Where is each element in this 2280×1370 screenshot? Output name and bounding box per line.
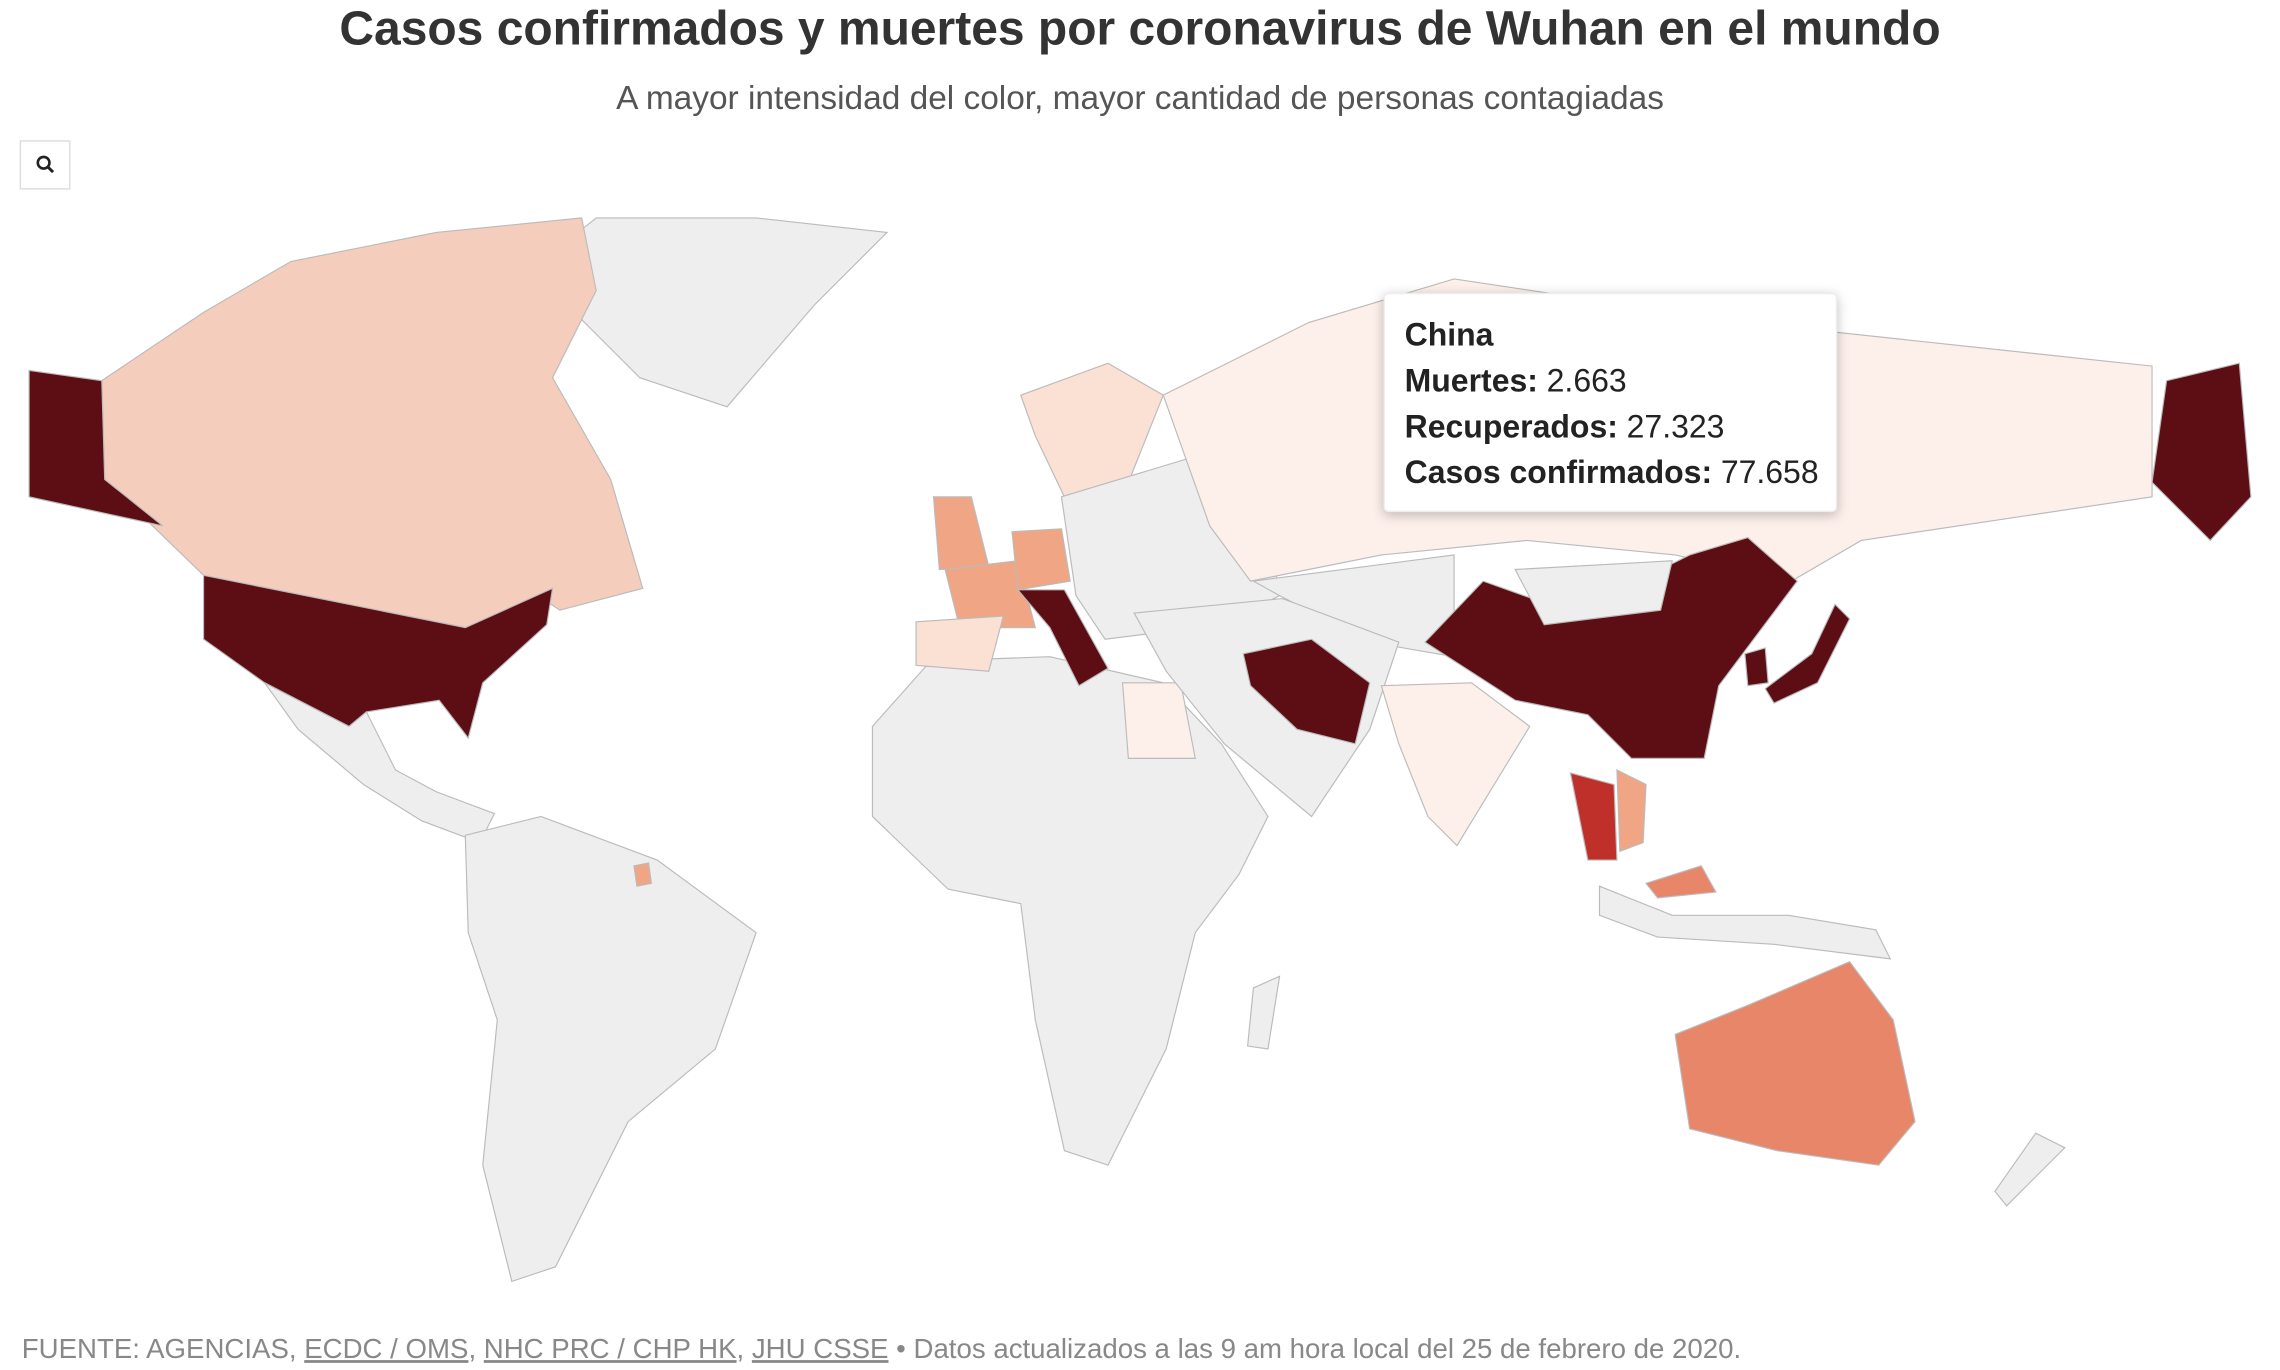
vietnam (1616, 769, 1647, 853)
uk (932, 496, 990, 571)
south-america (464, 815, 757, 1283)
footer-text: • Datos actualizados a las 9 am hora loc… (888, 1333, 1741, 1364)
tooltip-row: Casos confirmados: 77.658 (1405, 455, 1819, 491)
middle-east (1133, 597, 1400, 818)
canada (101, 217, 644, 629)
madagascar (1246, 975, 1281, 1050)
central-asia (1251, 554, 1455, 658)
alaska-east (2151, 362, 2252, 542)
zoom-button[interactable] (19, 140, 71, 190)
new-zealand (1994, 1132, 2066, 1207)
french-guiana (633, 862, 653, 887)
india (1380, 682, 1531, 847)
tooltip-label: Muertes: (1405, 363, 1538, 399)
korea (1744, 647, 1769, 687)
tooltip-value: 2.663 (1547, 363, 1627, 399)
source-link[interactable]: NHC PRC / CHP HK (484, 1333, 737, 1364)
malaysia (1645, 865, 1717, 899)
italy (1016, 589, 1109, 687)
footer-text: , (468, 1333, 483, 1364)
usa (202, 574, 554, 740)
tooltip-row: Muertes: 2.663 (1405, 363, 1627, 399)
egypt (1121, 682, 1196, 759)
thailand (1569, 772, 1618, 861)
mexico (264, 682, 496, 844)
tooltip-label: Casos confirmados: (1405, 455, 1712, 491)
alaska (28, 369, 164, 527)
source-link[interactable]: ECDC / OMS (304, 1333, 468, 1364)
source-link[interactable]: JHU CSSE (752, 1333, 889, 1364)
footer: FUENTE: AGENCIAS, ECDC / OMS, NHC PRC / … (22, 1333, 1741, 1364)
indonesia (1598, 885, 1892, 960)
africa (871, 656, 1269, 1166)
footer-text: FUENTE: AGENCIAS, (22, 1333, 304, 1364)
germany (1011, 528, 1071, 591)
footer-text: , (737, 1333, 752, 1364)
spain (915, 615, 1005, 672)
tooltip: China Muertes: 2.663 Recuperados: 27.323 Cas… (1383, 292, 1838, 513)
japan (1764, 603, 1851, 704)
tooltip-label: Recuperados: (1405, 409, 1618, 445)
tooltip-name: China (1405, 316, 1494, 352)
greenland (522, 217, 889, 408)
france (944, 560, 1037, 629)
world-map (28, 217, 2252, 1283)
tooltip-value: 27.323 (1627, 409, 1725, 445)
title: Casos confirmados y muertes por coronavi… (339, 3, 1940, 56)
subtitle: A mayor intensidad del color, mayor cant… (616, 80, 1664, 117)
mongolia (1514, 560, 1673, 626)
iran (1242, 638, 1371, 745)
tooltip-row: Recuperados: 27.323 (1405, 409, 1725, 445)
australia (1674, 961, 1916, 1166)
tooltip-value: 77.658 (1721, 455, 1819, 491)
